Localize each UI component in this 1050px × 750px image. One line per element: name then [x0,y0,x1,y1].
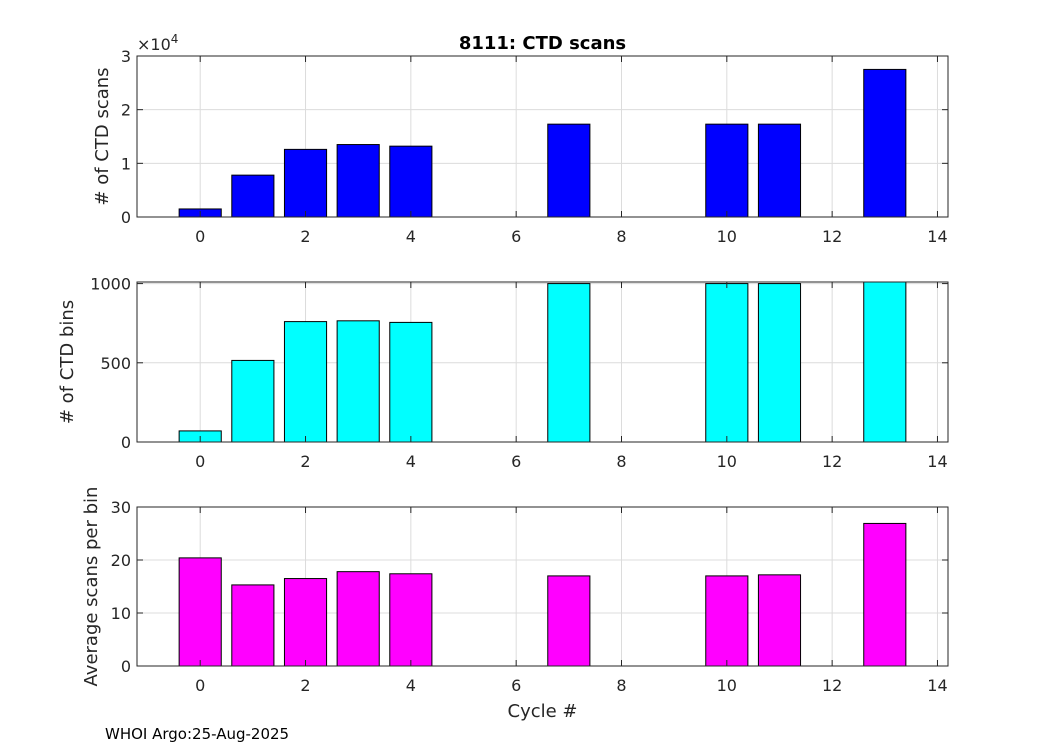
panel-avg-xtick-label: 14 [927,676,947,695]
panel-scans-ylabel: # of CTD scans [92,67,113,205]
panel-avg-ytick-label: 10 [111,604,131,623]
panel-scans-y-exponent-power: 4 [171,32,179,46]
panel-scans-bar [231,174,275,218]
panel-avg-xtick-label: 6 [511,676,521,695]
panel-bins-bar [547,283,591,443]
panel-bins-xtick-label: 4 [406,452,416,471]
panel-avg-bar [863,522,907,667]
panel-bins-bar [336,320,380,443]
panel-avg-bar [389,573,433,667]
panel-scans-xtick-label: 0 [195,227,205,246]
panel-scans-y-exponent: ×104 [137,32,178,54]
panel-scans-ytick-label: 1 [121,154,131,173]
panel-avg-xtick-label: 8 [616,676,626,695]
panel-scans-axes-box [136,55,949,218]
panel-bins-bar [705,283,749,443]
panel-bins-bar [231,359,275,443]
panel-scans-xtick-label: 6 [511,227,521,246]
panel-bins-ytick-label: 500 [100,354,131,373]
panel-bins-xtick-label: 2 [300,452,310,471]
panel-scans-xtick-label: 4 [406,227,416,246]
panel-scans-ytick-label: 3 [121,47,131,66]
panel-avg-xtick-label: 2 [300,676,310,695]
panel-avg-ytick-label: 20 [111,551,131,570]
panel-scans-bar [283,148,328,218]
panel-scans-bar [547,123,591,218]
panel-bins-ylabel: # of CTD bins [57,300,78,424]
panel-scans-bar [757,123,802,218]
panel-bins-xtick-label: 8 [616,452,626,471]
panel-avg-ytick-label: 30 [111,498,131,517]
panel-bins-bar [389,321,433,443]
panel-bins-bar [283,321,328,443]
panel-avg-xtick-label: 0 [195,676,205,695]
panel-bins-ytick-label: 0 [121,433,131,452]
panel-avg-bar [547,575,591,667]
panel-scans-xtick-label: 14 [927,227,947,246]
panel-avg-xtick-label: 10 [717,676,737,695]
panel-scans-bar [705,123,749,218]
panel-avg-bar [705,575,749,667]
panel-avg-bar [336,571,380,667]
panel-bins-ytick-label: 1000 [90,275,131,294]
panel-avg-ytick-label: 0 [121,657,131,676]
panel-bins-xtick-label: 6 [511,452,521,471]
panel-scans-ytick-label: 2 [121,101,131,120]
panel-avg-xlabel: Cycle # [508,701,578,722]
panel-avg-bar [178,557,222,667]
panel-scans-ytick-label: 0 [121,208,131,227]
panel-bins-bar [863,281,907,443]
panel-bins-bar [757,283,802,443]
panel-bins-xtick-label: 12 [822,452,842,471]
panel-scans-xtick-label: 10 [717,227,737,246]
panel-scans-bar [336,144,380,218]
panel-avg-xtick-label: 12 [822,676,842,695]
panel-scans-bar [389,145,433,218]
panel-avg-bar [757,574,802,667]
panel-avg-axes-box [136,506,949,667]
panel-scans-bar [863,68,907,218]
panel-bins-axes-box [136,281,949,443]
panel-avg-xtick-label: 4 [406,676,416,695]
panel-scans-xtick-label: 2 [300,227,310,246]
panel-avg-bar [283,578,328,667]
panel-bins-xtick-label: 10 [717,452,737,471]
panel-scans-title: 8111: CTD scans [459,33,626,54]
footer-credit: WHOI Argo:25-Aug-2025 [105,725,290,743]
panel-scans-xtick-label: 12 [822,227,842,246]
panel-bins-xtick-label: 0 [195,452,205,471]
panel-bins-xtick-label: 14 [927,452,947,471]
panel-scans-xtick-label: 8 [616,227,626,246]
panel-avg-ylabel: Average scans per bin [81,487,102,687]
panel-avg-bar [231,584,275,667]
